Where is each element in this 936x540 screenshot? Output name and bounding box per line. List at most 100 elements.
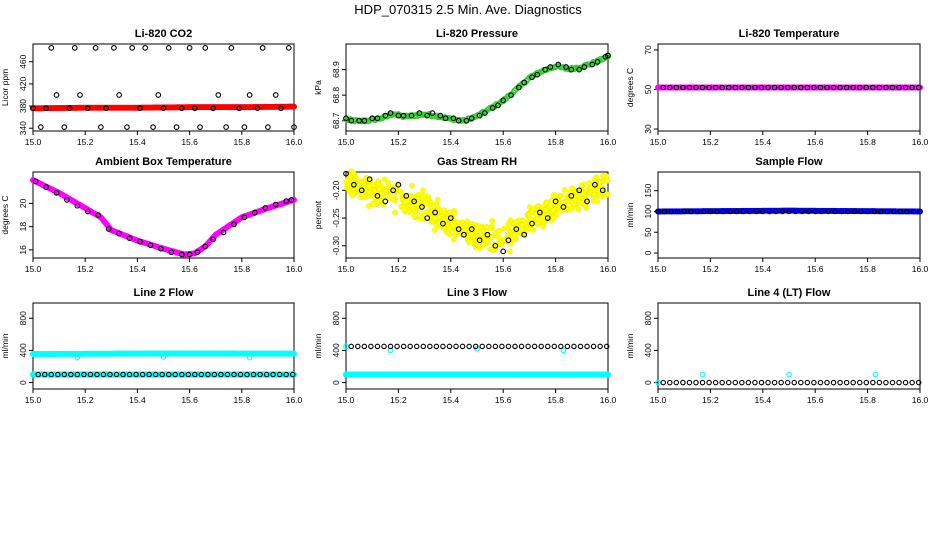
pressure-point xyxy=(450,115,457,122)
line3-point xyxy=(387,343,394,350)
line4-xtick-label: 15.4 xyxy=(755,395,772,405)
line3-point xyxy=(525,343,531,350)
line2-point xyxy=(224,371,231,378)
sampleflow-point xyxy=(668,208,674,215)
rh-xtick-label: 15.8 xyxy=(547,264,564,274)
rh-point xyxy=(461,231,467,238)
rh-point xyxy=(537,209,543,216)
sampleflow-point xyxy=(851,208,858,215)
pressure-point xyxy=(581,64,588,70)
temperature-point xyxy=(817,84,824,91)
co2-series-1 xyxy=(30,45,297,130)
rh-xtick-label: 15.0 xyxy=(338,264,355,274)
pressure-point xyxy=(468,115,475,122)
line4-point xyxy=(824,379,830,386)
rh-cloud-point xyxy=(587,190,593,196)
rh-cloud-point xyxy=(519,221,526,228)
co2-point xyxy=(103,105,109,112)
sampleflow-point xyxy=(707,208,714,215)
co2-point xyxy=(228,45,235,51)
co2-point xyxy=(43,105,49,112)
line4-point xyxy=(811,379,817,386)
rh-cloud-point xyxy=(447,209,453,216)
line3-point xyxy=(518,343,525,350)
panel-sampleflow: Sample Flow 15.0 15.2 15.4 15.6 15.8 16.0 0 50 10… xyxy=(625,156,929,274)
rh-cloud-point xyxy=(544,200,550,206)
line3-point xyxy=(544,343,551,350)
line2-point xyxy=(185,371,192,378)
rh-cloud-point xyxy=(526,225,533,232)
pressure-point xyxy=(387,110,394,116)
sampleflow-point xyxy=(799,208,805,215)
rh-cloud-point xyxy=(402,206,408,212)
temperature-point xyxy=(660,84,666,91)
co2-point xyxy=(30,105,36,112)
panel-line2: Line 2 Flow 15.0 15.2 15.4 15.6 15.8 16.0 0 400 8… xyxy=(0,287,303,405)
pressure-xtick-label: 15.6 xyxy=(495,137,512,147)
rh-point xyxy=(424,215,431,221)
line2-point xyxy=(172,371,178,378)
rh-cloud-point xyxy=(569,205,575,212)
rh-point xyxy=(343,170,349,177)
rh-cloud-point xyxy=(604,178,610,184)
temperature-point xyxy=(673,84,680,91)
line2-point xyxy=(133,371,139,378)
line3-point xyxy=(486,343,492,350)
co2-point xyxy=(150,124,156,130)
pressure-xtick-label: 15.4 xyxy=(443,137,460,147)
rh-point xyxy=(440,220,446,227)
rh-point xyxy=(592,181,598,188)
line2-point xyxy=(100,371,107,378)
line2-xtick-label: 15.2 xyxy=(77,395,94,405)
ambient-point xyxy=(262,205,269,211)
temperature-point xyxy=(798,84,804,91)
temperature-series-1 xyxy=(660,84,922,91)
co2-point xyxy=(160,105,167,112)
temperature-ytick-label: 30 xyxy=(643,124,653,134)
rh-cloud-point xyxy=(578,200,584,206)
line2-point xyxy=(74,354,81,361)
line2-point xyxy=(257,371,263,378)
line4-point xyxy=(712,379,719,386)
line2-point xyxy=(41,371,48,378)
line4-point xyxy=(843,379,850,386)
line3-point xyxy=(459,343,466,350)
pressure-point xyxy=(463,117,470,124)
co2-ytick-label: 380 xyxy=(18,99,28,113)
rh-ytick-label: -0.30 xyxy=(331,236,341,256)
co2-series-0 xyxy=(30,103,298,112)
co2-xtick-label: 15.4 xyxy=(129,137,146,147)
line4-point xyxy=(778,379,784,386)
rh-xtick-label: 15.4 xyxy=(443,264,460,274)
rh-cloud-point xyxy=(449,223,456,229)
sampleflow-point xyxy=(825,208,832,215)
pressure-point xyxy=(382,112,389,119)
temperature-point xyxy=(752,84,758,91)
co2-point xyxy=(291,124,297,130)
pressure-point xyxy=(547,64,554,70)
temperature-point xyxy=(811,84,817,91)
co2-point xyxy=(98,124,104,130)
temperature-point xyxy=(739,84,745,91)
sampleflow-point xyxy=(661,208,668,215)
co2-point xyxy=(116,92,122,98)
line4-point xyxy=(883,379,889,386)
co2-point xyxy=(278,105,284,112)
line4-point xyxy=(719,379,725,386)
rh-point xyxy=(492,242,499,249)
temperature-xtick-label: 15.6 xyxy=(807,137,824,147)
rh-cloud-point xyxy=(432,227,438,233)
line4-point xyxy=(830,379,837,386)
rh-cloud-point xyxy=(419,210,425,217)
line3-point xyxy=(597,343,603,350)
line4-point xyxy=(872,371,879,378)
ambient-xtick-label: 15.0 xyxy=(25,264,42,274)
sampleflow-title: Sample Flow xyxy=(755,156,823,168)
temperature-point xyxy=(784,84,791,91)
sampleflow-xtick-label: 15.0 xyxy=(650,264,667,274)
sampleflow-ylabel: ml/min xyxy=(625,202,635,227)
line3-point xyxy=(355,343,361,350)
line3-point xyxy=(538,343,544,350)
temperature-point xyxy=(902,84,909,91)
line4-point xyxy=(739,379,745,386)
